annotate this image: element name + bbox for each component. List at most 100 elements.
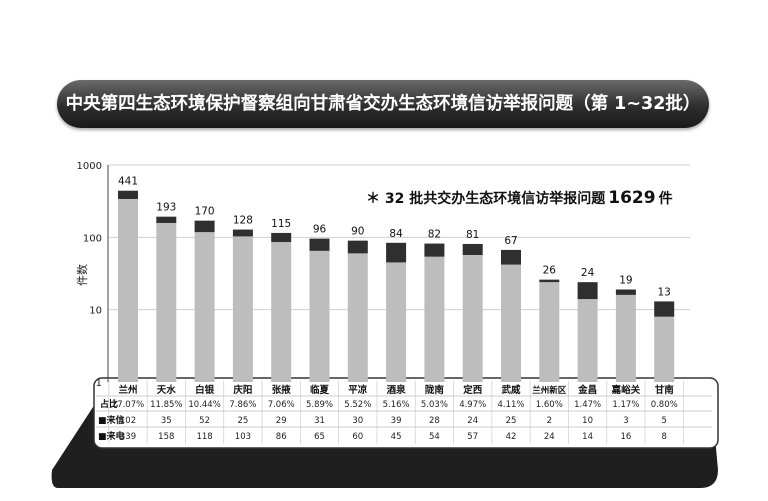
bar-laidian (654, 316, 675, 382)
bar-total-label: 193 (156, 202, 176, 214)
bar-laidian (539, 282, 560, 382)
laixin-value: 2 (547, 416, 552, 426)
share-value: 4.11% (497, 400, 524, 410)
bar-laidian (501, 264, 521, 382)
bar-laixin (194, 220, 215, 233)
bar-laidian (386, 262, 407, 382)
bar-total-label: 19 (619, 275, 632, 287)
bar-laixin (615, 289, 636, 295)
laidian-value: 86 (276, 432, 287, 442)
laidian-value: 42 (506, 432, 517, 442)
bar-laixin (156, 216, 177, 223)
laixin-value: 30 (352, 416, 363, 426)
title-banner (57, 80, 709, 128)
category-label: 白银 (195, 384, 215, 396)
share-value: 0.80% (651, 400, 678, 410)
share-value: 5.52% (344, 400, 371, 410)
category-label: 武威 (501, 384, 521, 396)
share-value: 7.06% (268, 400, 295, 410)
laidian-value: 339 (120, 432, 136, 442)
bar-laidian (424, 256, 445, 382)
total-note-number: 1629 (608, 188, 656, 208)
category-label: 酒泉 (387, 384, 407, 396)
share-value: 11.85% (150, 400, 182, 410)
bar-total-label: 441 (118, 176, 138, 188)
bar-laixin (462, 243, 483, 255)
y-tick-label: 1 (96, 378, 102, 389)
bar-total-label: 170 (195, 206, 215, 218)
category-label: 张掖 (272, 384, 292, 396)
share-value: 1.47% (574, 400, 601, 410)
bar-total-label: 84 (389, 228, 403, 240)
bar-total-label: 24 (581, 267, 595, 279)
laixin-value: 24 (467, 416, 478, 426)
bar-laixin (424, 243, 445, 257)
bars: 441 193 170 128 115 96 90 84 82 81 67 26 24 19 13 (118, 176, 675, 382)
laidian-value: 118 (196, 432, 212, 442)
share-value: 4.97% (459, 400, 486, 410)
laixin-value: 5 (661, 416, 666, 426)
laidian-value: 45 (391, 432, 402, 442)
laidian-value: 103 (235, 432, 251, 442)
total-note: ＊ 32 批共交办生态环境信访举报问题 1629 件 (366, 186, 673, 210)
bar-laixin (232, 229, 253, 237)
y-tick-label: 100 (83, 233, 102, 244)
bar-laixin (386, 242, 407, 263)
share-value: 27.07% (112, 400, 144, 410)
share-value: 5.16% (383, 400, 410, 410)
laixin-value: 3 (623, 416, 628, 426)
share-value: 5.03% (421, 400, 448, 410)
laidian-value: 8 (661, 432, 666, 442)
laixin-value: 25 (506, 416, 517, 426)
share-value: 5.89% (306, 400, 333, 410)
laixin-value: 52 (199, 416, 210, 426)
bar-laidian (118, 198, 138, 382)
bar-laixin (654, 301, 675, 317)
category-label: 定西 (462, 384, 483, 396)
category-label: 嘉峪关 (611, 384, 641, 396)
laidian-value: 158 (158, 432, 174, 442)
bar-laidian (309, 250, 330, 382)
laixin-value: 28 (429, 416, 440, 426)
category-label: 甘南 (655, 384, 675, 396)
y-tick-label: 1000 (77, 161, 102, 172)
laidian-value: 65 (314, 432, 325, 442)
category-label: 兰州新区 (532, 385, 567, 396)
y-axis-label: 件数 (76, 264, 89, 286)
share-value: 1.60% (536, 400, 563, 410)
bar-laixin (271, 232, 292, 243)
bar-total-label: 26 (543, 265, 557, 277)
laixin-value: 29 (276, 416, 287, 426)
data-table: 占比■来信■来电兰州27.07%102339天水11.85%35158白银10.… (96, 381, 712, 444)
bar-total-label: 96 (313, 224, 327, 236)
y-axis: 1 10 100 1000 件数 (76, 161, 109, 389)
y-tick-label: 10 (89, 306, 102, 317)
laidian-value: 60 (352, 432, 363, 442)
laixin-value: 35 (161, 416, 172, 426)
bar-laixin (539, 279, 560, 283)
laidian-value: 57 (467, 432, 478, 442)
bar-total-label: 90 (351, 226, 364, 238)
bar-laixin (577, 282, 598, 300)
bar-laixin (347, 240, 368, 254)
laixin-value: 25 (237, 416, 248, 426)
chart-title: 中央第四生态环境保护督察组向甘肃省交办生态环境信访举报问题（第 1~32批） (65, 94, 701, 114)
bar-total-label: 115 (271, 218, 291, 230)
category-label: 兰州 (118, 384, 137, 396)
share-value: 10.44% (188, 400, 220, 410)
category-label: 平凉 (348, 384, 368, 396)
bar-laixin (309, 238, 330, 251)
laidian-value: 24 (544, 432, 555, 442)
bar-laidian (232, 236, 253, 382)
bar-total-label: 13 (658, 286, 671, 298)
category-label: 金昌 (577, 384, 597, 396)
laixin-value: 10 (582, 416, 593, 426)
bar-total-label: 82 (428, 229, 441, 241)
bar-laidian (347, 253, 368, 382)
share-value: 7.86% (229, 400, 256, 410)
bar-laixin (501, 249, 521, 265)
row-label-laidian: ■来电 (98, 430, 125, 442)
category-label: 庆阳 (232, 384, 252, 396)
bar-laidian (156, 222, 177, 382)
